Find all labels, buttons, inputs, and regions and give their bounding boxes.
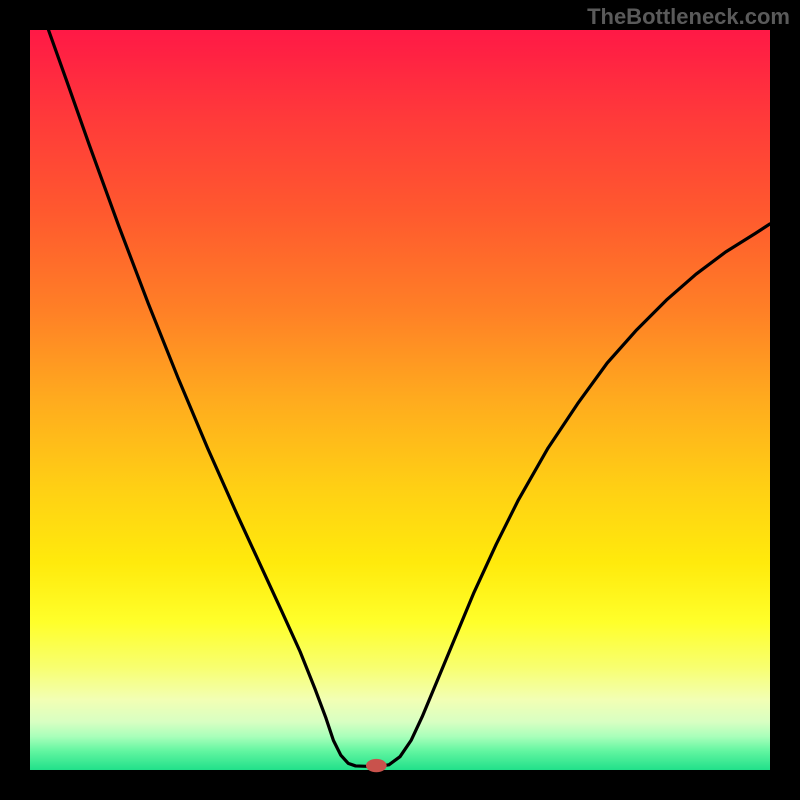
plot-background — [30, 30, 770, 770]
bottleneck-chart: TheBottleneck.com — [0, 0, 800, 800]
chart-svg — [0, 0, 800, 800]
optimal-point-marker — [366, 759, 387, 772]
watermark-label: TheBottleneck.com — [587, 4, 790, 30]
